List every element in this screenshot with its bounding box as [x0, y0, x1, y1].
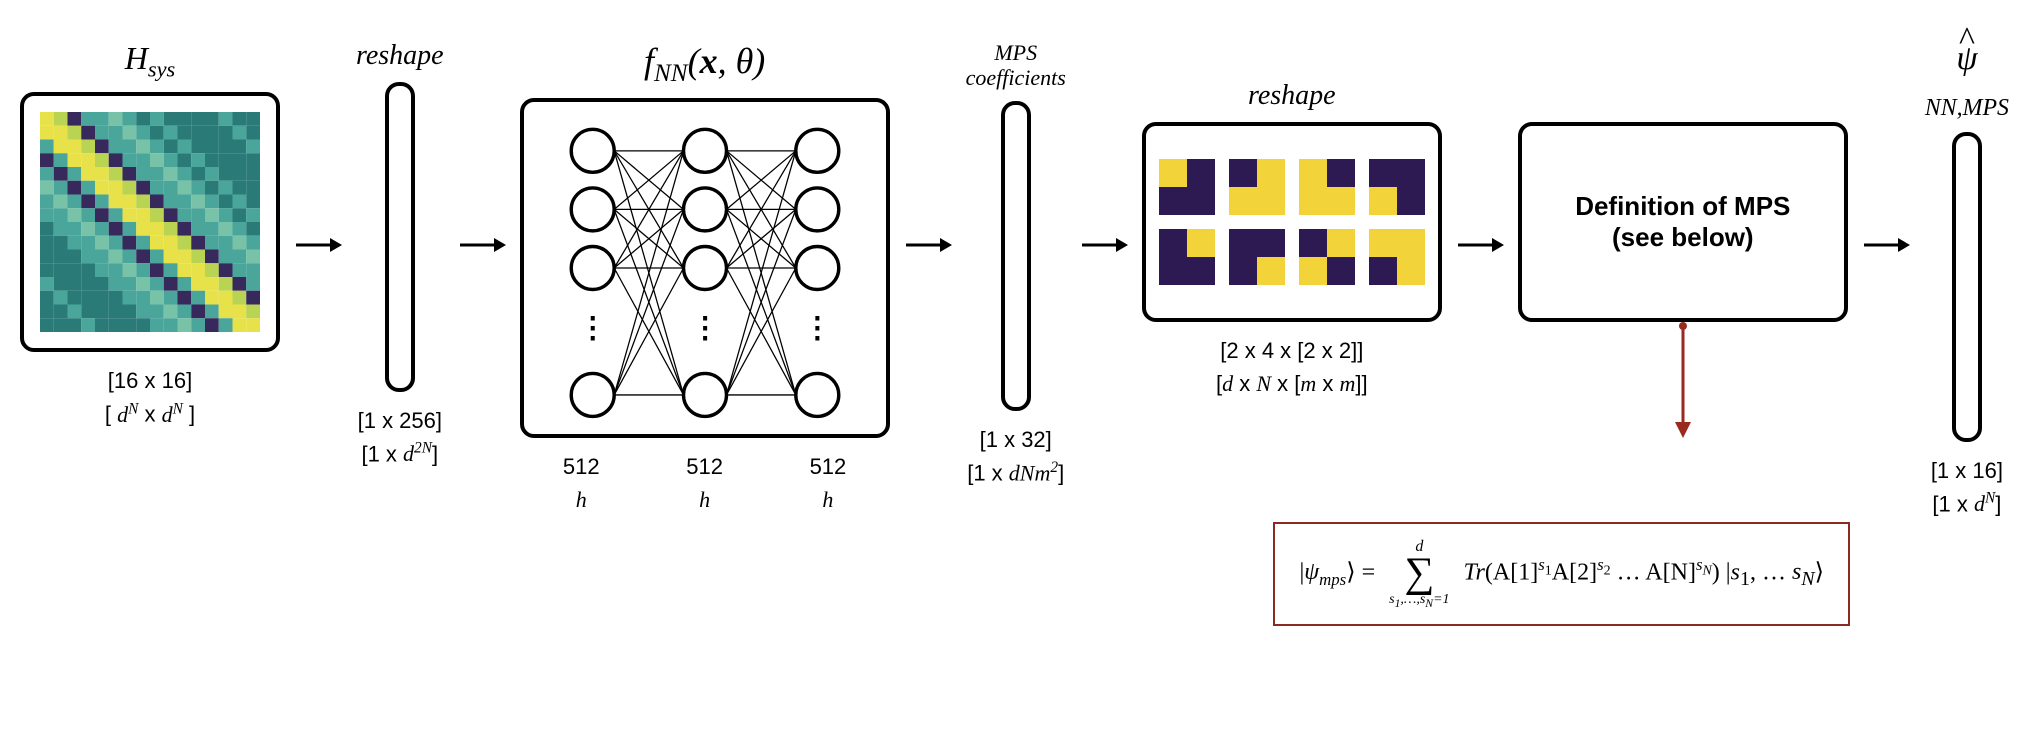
tensor-row-1 [1159, 229, 1425, 285]
tensor-cell [1369, 159, 1425, 215]
mpscoeff-dims-concrete: [1 x 32] [967, 423, 1064, 456]
tensor-cell [1369, 229, 1425, 285]
stage-nn: fNN(x, θ) ⋮ ⋮ ⋮ 512h 512h 512h [520, 40, 890, 516]
reshape1-box [385, 82, 415, 392]
tensor-cell [1159, 229, 1215, 285]
tensor-cell [1229, 159, 1285, 215]
arrow6 [1862, 40, 1910, 410]
reshape2-dims: [2 x 4 x [2 x 2]] [d x N x [m x m]] [1216, 334, 1368, 400]
nn-layer2: 512h [686, 450, 723, 516]
psiout-title: ψNN,MPS [1924, 40, 2010, 122]
reshape2-box [1142, 122, 1442, 322]
reshape2-dims-symbolic: [d x N x [m x m]] [1216, 367, 1368, 400]
mpscoeff-label: MPS coefficients [966, 40, 1066, 91]
arrow2 [458, 40, 506, 410]
svg-text:⋮: ⋮ [690, 313, 719, 345]
tensor-cell [1159, 159, 1215, 215]
arrow-icon [1456, 233, 1504, 257]
psiout-box [1952, 132, 1982, 442]
hsys-box [20, 92, 280, 352]
psiout-dims-symbolic: [1 x dN] [1931, 487, 2003, 520]
psiout-dims-concrete: [1 x 16] [1931, 454, 2003, 487]
tensor-cell [1229, 229, 1285, 285]
reshape1-dims-symbolic: [1 x d2N] [358, 437, 442, 470]
tensor-cell [1299, 159, 1355, 215]
arrow-icon [294, 233, 342, 257]
nn-layer-captions: 512h 512h 512h [520, 450, 890, 516]
mpscoeff-box [1001, 101, 1031, 411]
mpsdef-downarrow [1518, 322, 1848, 442]
mpsdef-line1: Definition of MPS [1575, 191, 1790, 222]
stage-psiout: ψNN,MPS [1 x 16] [1 x dN] [1924, 40, 2010, 520]
hsys-dims-symbolic: [ dN x dN ] [105, 397, 195, 430]
arrow-icon [904, 233, 952, 257]
hsys-title: Hsys [125, 40, 175, 82]
svg-text:⋮: ⋮ [578, 313, 607, 345]
reshape2-dims-concrete: [2 x 4 x [2 x 2]] [1216, 334, 1368, 367]
hsys-dims: [16 x 16] [ dN x dN ] [105, 364, 195, 430]
arrow4 [1080, 40, 1128, 410]
arrow1 [294, 40, 342, 410]
arrow5 [1456, 40, 1504, 410]
reshape1-label: reshape [356, 40, 444, 72]
nn-layer3: 512h [810, 450, 847, 516]
psiout-dims: [1 x 16] [1 x dN] [1931, 454, 2003, 520]
mpsdef-box: Definition of MPS (see below) [1518, 122, 1848, 322]
nn-diagram: ⋮ ⋮ ⋮ [524, 102, 886, 434]
stage-reshape2: reshape [2 x 4 x [2 x 2]] [d x N x [m x … [1142, 40, 1442, 400]
reshape2-label: reshape [1248, 80, 1336, 112]
stage-mpsdef: Definition of MPS (see below) [1518, 40, 1848, 442]
arrow-icon [1862, 233, 1910, 257]
arrow-icon [458, 233, 506, 257]
stage-hsys: Hsys [16 x 16] [ dN x dN ] [20, 40, 280, 431]
stage-mpscoeff: MPS coefficients [1 x 32] [1 x dNm2] [966, 40, 1066, 489]
svg-text:⋮: ⋮ [802, 313, 831, 345]
arrow-icon [1080, 233, 1128, 257]
mps-equation: |ψmps⟩ = d∑s1,…,sN=1 Tr(A[1]s1A[2]s2 … A… [1273, 522, 1850, 625]
nn-title: fNN(x, θ) [644, 40, 765, 88]
mpsdef-line2: (see below) [1612, 222, 1754, 253]
tensor-cell [1299, 229, 1355, 285]
stage-reshape1: reshape [1 x 256] [1 x d2N] [356, 40, 444, 470]
hsys-dims-concrete: [16 x 16] [105, 364, 195, 397]
mpscoeff-dims-symbolic: [1 x dNm2] [967, 456, 1064, 489]
reshape1-dims-concrete: [1 x 256] [358, 404, 442, 437]
hsys-heatmap [40, 112, 260, 332]
nn-box: ⋮ ⋮ ⋮ [520, 98, 890, 438]
down-arrow-icon [1663, 322, 1703, 442]
tensor-row-0 [1159, 159, 1425, 215]
nn-layer1: 512h [563, 450, 600, 516]
mpscoeff-dims: [1 x 32] [1 x dNm2] [967, 423, 1064, 489]
reshape1-dims: [1 x 256] [1 x d2N] [358, 404, 442, 470]
arrow3 [904, 40, 952, 410]
